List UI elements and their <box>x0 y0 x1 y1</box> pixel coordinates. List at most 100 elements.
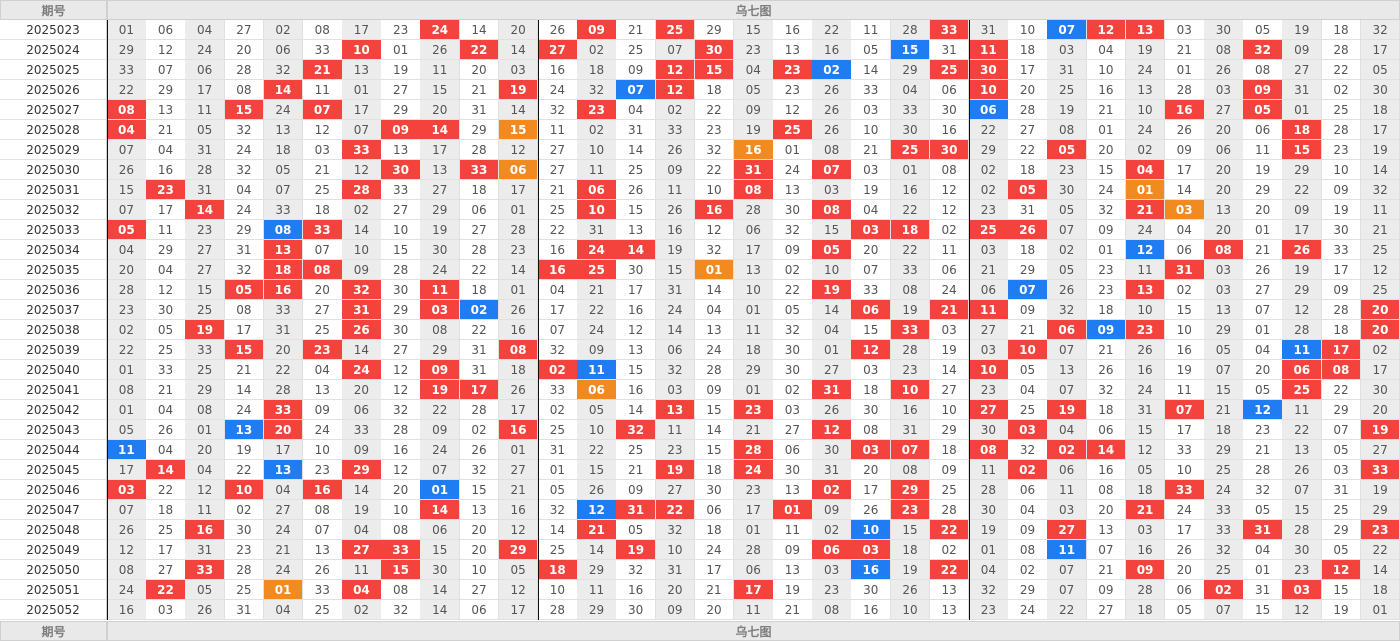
number-cell: 30 <box>616 600 657 620</box>
number-cell: 16 <box>107 600 147 620</box>
number-cell: 33 <box>851 80 892 100</box>
number-cell: 22 <box>969 120 1009 140</box>
number-cell: 33 <box>263 400 304 420</box>
table-row: 2025040 01 33 25 21 22 04 24 12 09 31 18 02 11 15 32 28 2… <box>0 360 1400 380</box>
number-cell: 10 <box>459 560 500 580</box>
number-cell: 13 <box>694 320 735 340</box>
number-cell: 25 <box>616 440 657 460</box>
number-cell: 03 <box>1282 580 1323 600</box>
number-cell: 06 <box>146 20 186 40</box>
number-cell: 11 <box>146 220 186 240</box>
number-cell: 32 <box>381 400 421 420</box>
number-cell: 03 <box>812 180 852 200</box>
issue-number: 2025033 <box>0 220 107 240</box>
number-cell: 08 <box>1204 40 1244 60</box>
number-cell: 20 <box>1086 140 1127 160</box>
number-cell: 32 <box>1360 20 1400 40</box>
number-cell: 16 <box>185 520 226 540</box>
number-cell: 28 <box>381 420 421 440</box>
number-cell: 26 <box>812 400 852 420</box>
number-cell: 25 <box>1047 80 1088 100</box>
number-cell: 19 <box>733 120 774 140</box>
number-cell: 11 <box>420 280 461 300</box>
number-cell: 25 <box>185 360 226 380</box>
issue-number: 2025048 <box>0 520 107 540</box>
number-cell: 21 <box>1243 440 1283 460</box>
number-cell: 11 <box>969 40 1009 60</box>
number-cell: 27 <box>1282 60 1323 80</box>
number-cell: 30 <box>969 500 1009 520</box>
number-cell: 09 <box>616 480 657 500</box>
number-cell: 25 <box>616 160 657 180</box>
number-cell: 17 <box>694 560 735 580</box>
number-cell: 25 <box>224 580 265 600</box>
number-cell: 14 <box>342 220 382 240</box>
number-cell: 05 <box>733 80 774 100</box>
number-cell: 08 <box>185 400 226 420</box>
number-cell: 13 <box>459 500 500 520</box>
header-chart-label: 乌七图 <box>107 0 1400 20</box>
number-cell: 18 <box>263 260 304 280</box>
number-cell: 16 <box>773 20 813 40</box>
number-cell: 32 <box>1243 480 1283 500</box>
number-cell: 26 <box>538 20 578 40</box>
number-cell: 21 <box>1086 100 1127 120</box>
number-cell: 04 <box>146 140 186 160</box>
number-cell: 26 <box>1282 240 1323 260</box>
number-cell: 10 <box>1125 100 1166 120</box>
number-cell: 06 <box>1204 140 1244 160</box>
number-cell: 27 <box>342 540 382 560</box>
table-row: 2025023 01 06 04 27 02 08 17 23 24 14 20 26 09 21 25 29 1… <box>0 20 1400 40</box>
number-cell: 03 <box>146 600 186 620</box>
number-cell: 06 <box>929 260 970 280</box>
number-cell: 05 <box>185 120 226 140</box>
number-cell: 05 <box>1164 600 1205 620</box>
table-row: 2025031 15 23 31 04 07 25 28 33 27 18 17 21 06 26 11 10 0… <box>0 180 1400 200</box>
number-cell: 05 <box>1243 100 1283 120</box>
number-cell: 17 <box>1164 520 1205 540</box>
table-row: 2025038 02 05 19 17 31 25 26 30 08 22 16 07 24 12 14 13 1… <box>0 320 1400 340</box>
number-cell: 25 <box>302 180 343 200</box>
number-cell: 12 <box>1282 600 1323 620</box>
number-cell: 18 <box>1008 160 1048 180</box>
number-cell: 21 <box>302 160 343 180</box>
number-cell: 21 <box>773 600 813 620</box>
number-cell: 22 <box>224 460 265 480</box>
issue-number: 2025043 <box>0 420 107 440</box>
number-cell: 29 <box>1243 180 1283 200</box>
table-row: 2025049 12 17 31 23 21 13 27 33 15 20 29 25 14 19 10 24 2… <box>0 540 1400 560</box>
number-cell: 09 <box>1008 300 1048 320</box>
number-cell: 20 <box>263 340 304 360</box>
number-cell: 01 <box>969 540 1009 560</box>
number-cell: 22 <box>694 100 735 120</box>
number-cell: 08 <box>420 320 461 340</box>
number-cell: 31 <box>929 40 970 60</box>
number-cell: 18 <box>929 440 970 460</box>
number-cell: 01 <box>1282 100 1323 120</box>
number-cell: 13 <box>1125 280 1166 300</box>
number-cell: 13 <box>1204 300 1244 320</box>
number-cell: 01 <box>1243 560 1283 580</box>
number-cell: 22 <box>890 240 931 260</box>
number-cell: 20 <box>851 460 892 480</box>
number-cell: 07 <box>1047 380 1088 400</box>
number-cell: 33 <box>1164 440 1205 460</box>
number-cell: 32 <box>342 280 382 300</box>
number-cell: 17 <box>498 400 539 420</box>
number-cell: 07 <box>342 120 382 140</box>
number-cell: 29 <box>733 360 774 380</box>
number-cell: 13 <box>773 180 813 200</box>
number-cell: 12 <box>1086 20 1127 40</box>
number-cell: 22 <box>1008 140 1048 160</box>
number-cell: 28 <box>890 340 931 360</box>
number-cell: 21 <box>851 140 892 160</box>
number-cell: 02 <box>969 180 1009 200</box>
number-cell: 27 <box>146 560 186 580</box>
number-cell: 04 <box>146 440 186 460</box>
number-cell: 28 <box>1321 120 1362 140</box>
number-cell: 08 <box>107 100 147 120</box>
table-row: 2025033 05 11 23 29 08 33 14 10 19 27 28 22 31 13 16 12 0… <box>0 220 1400 240</box>
number-cell: 33 <box>302 580 343 600</box>
number-cell: 22 <box>107 80 147 100</box>
number-cell: 08 <box>890 280 931 300</box>
